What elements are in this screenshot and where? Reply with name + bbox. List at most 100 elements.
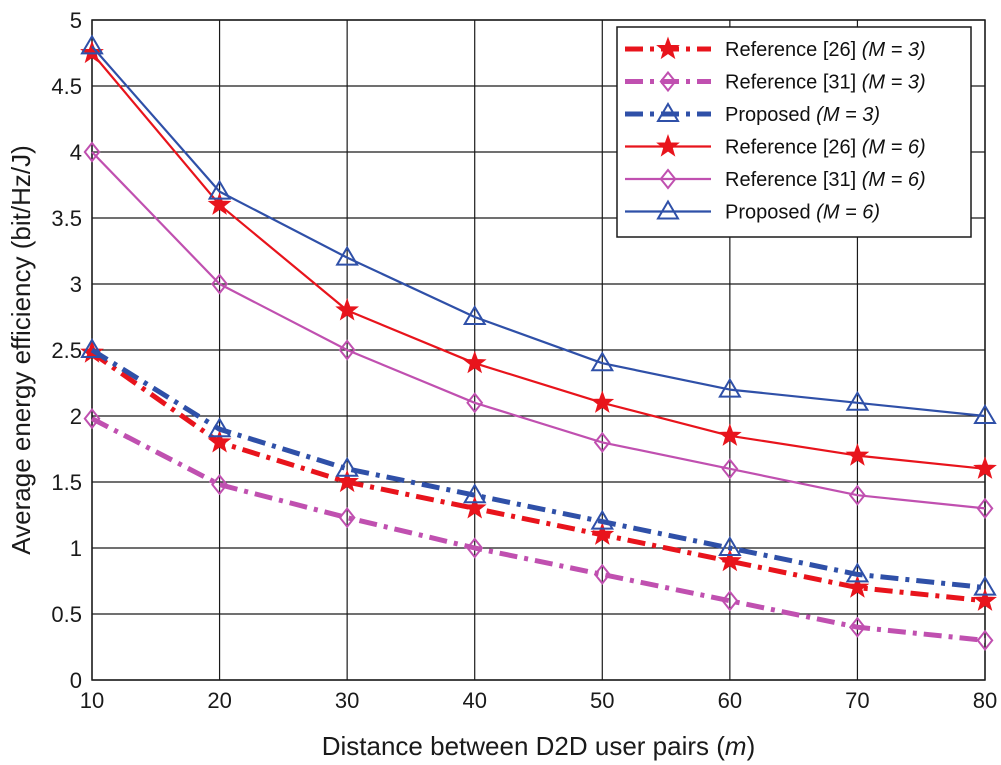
data-point-triangle xyxy=(462,483,487,504)
legend-label: Proposed (M = 6) xyxy=(725,202,880,224)
series-line xyxy=(90,416,986,643)
data-point-star xyxy=(845,443,870,466)
x-tick-label: 60 xyxy=(718,688,742,713)
legend-label: Reference [26] (M = 6) xyxy=(725,137,926,159)
data-point-star xyxy=(207,429,232,453)
legend-marker-star xyxy=(656,134,680,157)
data-point-diamond xyxy=(848,484,866,506)
data-point-diamond xyxy=(211,474,229,496)
y-tick-label: 5 xyxy=(70,8,82,33)
x-tick-label: 30 xyxy=(335,688,359,713)
data-point-star xyxy=(462,350,487,374)
data-point-triangle xyxy=(80,338,104,358)
x-tick-label: 40 xyxy=(462,688,486,713)
legend-label: Reference [31] (M = 3) xyxy=(725,72,926,94)
legend-entry-1: Reference [31] (M = 3) xyxy=(625,70,926,94)
legend: Reference [26] (M = 3) Reference [31] (M … xyxy=(616,26,972,238)
data-point-star xyxy=(845,575,870,598)
data-point-triangle xyxy=(718,536,742,556)
y-tick-label: 1.5 xyxy=(51,470,82,495)
series-5 xyxy=(80,34,997,424)
y-tick-label: 4.5 xyxy=(51,74,82,99)
data-point-diamond xyxy=(976,629,994,652)
series-line xyxy=(90,347,986,591)
data-point-triangle xyxy=(80,34,104,55)
data-point-triangle xyxy=(845,562,870,583)
data-point-triangle xyxy=(335,456,359,477)
y-tick-label: 1 xyxy=(70,536,82,561)
legend-marker-diamond xyxy=(659,168,677,190)
legend-entry-4: Reference [31] (M = 6) xyxy=(625,168,926,191)
legend-marker-triangle xyxy=(656,199,680,220)
x-tick-label: 50 xyxy=(590,688,614,713)
data-point-star xyxy=(207,192,232,215)
legend-entry-3: Reference [26] (M = 6) xyxy=(625,134,926,159)
data-point-star xyxy=(590,390,615,413)
legend-label: Reference [26] (M = 3) xyxy=(725,39,926,61)
legend-entries: Reference [26] (M = 3) Reference [31] (M … xyxy=(625,36,926,224)
legend-marker-triangle xyxy=(656,102,680,122)
series-group xyxy=(80,34,997,652)
series-1 xyxy=(83,408,994,652)
data-point-diamond xyxy=(338,507,356,529)
y-tick-label: 0 xyxy=(70,668,82,693)
data-point-triangle xyxy=(590,509,615,530)
y-tick-label: 2 xyxy=(70,404,82,429)
axis-ticks: 10 20 30 40 50 60 70 80 0 0.5 1 1.5 2 2.5 3 3.5 4 4.5 5 xyxy=(51,8,997,713)
data-point-triangle xyxy=(207,179,232,200)
data-point-star xyxy=(462,495,487,519)
data-point-triangle xyxy=(845,390,870,411)
legend-entry-0: Reference [26] (M = 3) xyxy=(625,36,926,61)
series-line xyxy=(90,350,986,604)
data-point-triangle xyxy=(335,245,359,266)
legend-box xyxy=(616,26,972,238)
legend-entry-5: Proposed (M = 6) xyxy=(625,199,880,224)
x-tick-label: 10 xyxy=(80,688,104,713)
data-point-diamond xyxy=(211,273,229,295)
legend-label: Reference [31] (M = 6) xyxy=(725,169,926,191)
data-point-triangle xyxy=(973,404,997,424)
data-point-diamond xyxy=(466,392,484,414)
data-point-diamond xyxy=(721,458,739,480)
legend-marker-star xyxy=(656,36,680,60)
data-point-star xyxy=(717,548,742,572)
y-tick-label: 3 xyxy=(70,272,82,297)
data-point-diamond xyxy=(466,537,484,559)
legend-entry-2: Proposed (M = 3) xyxy=(625,102,880,126)
data-point-star xyxy=(973,456,997,479)
data-point-star xyxy=(717,423,742,446)
y-tick-label: 4 xyxy=(70,140,82,165)
series-2 xyxy=(80,338,997,596)
series-line xyxy=(91,45,986,418)
x-tick-label: 20 xyxy=(207,688,231,713)
data-point-star xyxy=(335,297,360,321)
series-line xyxy=(91,52,986,470)
data-point-triangle xyxy=(718,377,742,398)
x-tick-label: 70 xyxy=(845,688,869,713)
series-4 xyxy=(83,141,994,520)
data-point-star xyxy=(335,469,360,493)
legend-marker-diamond xyxy=(659,70,677,93)
data-point-diamond xyxy=(848,616,866,638)
data-point-diamond xyxy=(83,141,101,163)
data-point-diamond xyxy=(593,563,611,586)
y-axis-title: Average energy efficiency (bit/Hz/J) xyxy=(6,145,36,554)
y-tick-label: 0.5 xyxy=(51,602,82,627)
data-point-triangle xyxy=(462,305,487,325)
data-point-diamond xyxy=(338,339,356,361)
x-axis-title: Distance between D2D user pairs (m) xyxy=(322,731,756,761)
data-point-diamond xyxy=(593,431,611,454)
data-point-diamond xyxy=(976,497,994,520)
data-point-diamond xyxy=(721,590,739,612)
y-tick-label: 2.5 xyxy=(51,338,82,363)
data-point-triangle xyxy=(207,417,232,438)
data-point-triangle xyxy=(973,575,997,596)
data-point-diamond xyxy=(83,408,101,430)
data-point-star xyxy=(590,522,615,545)
data-point-triangle xyxy=(590,351,615,372)
x-tick-label: 80 xyxy=(973,688,997,713)
series-line xyxy=(91,151,986,510)
data-point-star xyxy=(973,588,997,611)
legend-label: Proposed (M = 3) xyxy=(725,104,880,126)
